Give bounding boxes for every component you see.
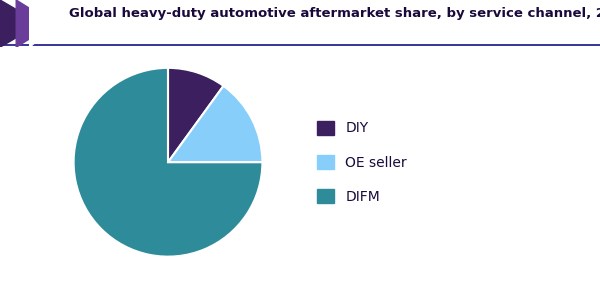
Legend: DIY, OE seller, DIFM: DIY, OE seller, DIFM: [312, 115, 412, 209]
Wedge shape: [168, 68, 223, 162]
Wedge shape: [74, 68, 262, 257]
Wedge shape: [168, 86, 262, 162]
Polygon shape: [16, 0, 54, 47]
Polygon shape: [30, 0, 57, 47]
Text: Global heavy-duty automotive aftermarket share, by service channel, 2017 (%): Global heavy-duty automotive aftermarket…: [69, 7, 600, 20]
Polygon shape: [0, 0, 41, 47]
